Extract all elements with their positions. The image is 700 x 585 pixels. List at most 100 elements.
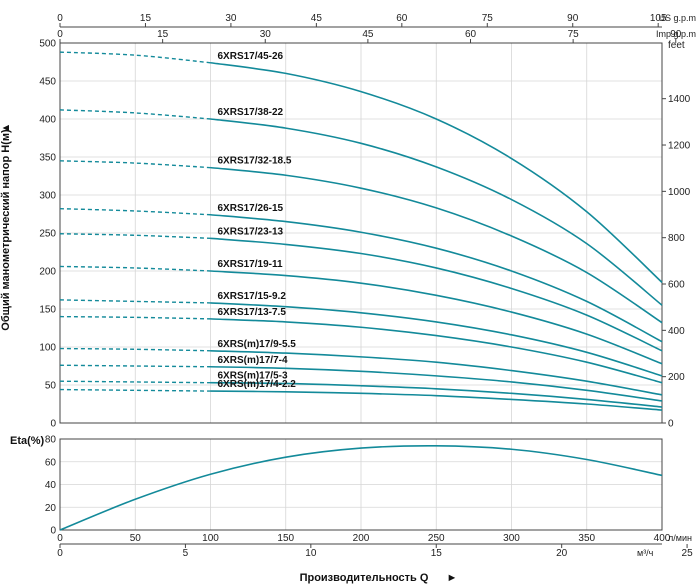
head-curve (210, 213, 663, 343)
imp-gpm-tick-label: 15 (157, 29, 169, 40)
head-plot-frame (59, 42, 663, 424)
head-y-tick-label: 150 (39, 305, 56, 316)
us-gpm-tick-label: 15 (140, 13, 152, 24)
head-y-tick-label: 0 (50, 419, 56, 430)
head-curve (210, 270, 663, 365)
head-curve-dashed-segment (59, 265, 211, 272)
eta-y-tick-label: 80 (45, 435, 57, 446)
head-axis-arrow: ▲ (0, 123, 12, 134)
head-y-tick-label: 200 (39, 267, 56, 278)
us-gpm-tick-label: 45 (311, 13, 323, 24)
flow-lmin-unit-label: л/мин (668, 533, 692, 543)
feet-tick-label: 0 (668, 419, 674, 430)
head-curve (210, 390, 663, 411)
head-curve-label: 6XRS17/38-22 (218, 107, 284, 118)
head-curve-label: 6XRS(m)17/7-4 (218, 355, 288, 366)
flow-m3h-unit-label: м³/ч (637, 548, 654, 558)
feet-axis-label: feet (668, 40, 685, 51)
flow-m3h-tick-label: 5 (183, 548, 189, 559)
flow-lmin-tick-label: 0 (57, 533, 63, 544)
flow-lmin-tick-label: 300 (503, 533, 520, 544)
flow-lmin-tick-label: 250 (428, 533, 445, 544)
us-gpm-tick-label: 30 (225, 13, 237, 24)
efficiency-axis-title: Eta(%) (10, 435, 45, 447)
head-y-tick-label: 250 (39, 229, 56, 240)
head-curve-dashed-segment (59, 207, 211, 216)
head-y-tick-label: 500 (39, 39, 56, 50)
head-curve (210, 166, 663, 324)
flow-m3h-tick-label: 0 (57, 548, 63, 559)
head-curve-dashed-segment (59, 51, 211, 64)
head-curve (210, 237, 663, 352)
flow-lmin-tick-label: 200 (353, 533, 370, 544)
head-curve-dashed-segment (59, 388, 211, 392)
head-curve (210, 365, 663, 402)
head-curve-dashed-segment (59, 380, 211, 384)
eta-y-tick-label: 20 (45, 503, 57, 514)
head-y-tick-label: 400 (39, 115, 56, 126)
feet-tick-label: 400 (668, 326, 685, 337)
us-gpm-tick-label: 0 (57, 13, 63, 24)
head-curve-dashed-segment (59, 160, 211, 169)
head-curve (210, 318, 663, 384)
head-curve-dashed-segment (59, 364, 211, 368)
imp-gpm-unit-label: Imp g.p.m (656, 29, 696, 39)
flow-lmin-tick-label: 150 (277, 533, 294, 544)
head-curve-label: 6XRS(m)17/5-3 (218, 371, 288, 382)
head-curve-dashed-segment (59, 347, 211, 352)
feet-tick-label: 800 (668, 233, 685, 244)
flow-lmin-tick-label: 100 (202, 533, 219, 544)
us-gpm-tick-label: 105 (650, 13, 667, 24)
head-curve-label: 6XRS17/15-9.2 (218, 291, 287, 302)
head-y-tick-label: 100 (39, 343, 56, 354)
head-axis-title: Общий манометрический напор Н(м) (0, 129, 12, 331)
imp-gpm-tick-label: 60 (465, 29, 477, 40)
head-curve-dashed-segment (59, 315, 211, 320)
head-curve-dashed-segment (59, 299, 211, 304)
eta-y-tick-label: 60 (45, 457, 57, 468)
flow-axis-title: Производительность Q (300, 572, 429, 584)
head-curve-label: 6XRS(m)17/9-5.5 (218, 339, 297, 350)
head-y-tick-label: 350 (39, 153, 56, 164)
efficiency-curves (59, 444, 663, 531)
head-curve (210, 302, 663, 377)
head-curve (210, 118, 663, 306)
head-curve-dashed-segment (59, 109, 211, 120)
us-gpm-tick-label: 90 (567, 13, 579, 24)
head-curve-label: 6XRS17/45-26 (218, 51, 284, 62)
us-gpm-unit-label: US g.p.m (658, 13, 696, 23)
flow-m3h-tick-label: 10 (305, 548, 317, 559)
us-gpm-tick-label: 75 (482, 13, 494, 24)
head-curve-label: 6XRS17/19-11 (218, 259, 283, 270)
imp-gpm-tick-label: 75 (568, 29, 580, 40)
imp-gpm-tick-label: 45 (362, 29, 374, 40)
head-curves: 6XRS17/45-26 6XRS17/38-22 6XRS17/32-18.5 6X… (59, 51, 663, 411)
flow-m3h-tick-label: 25 (682, 548, 694, 559)
flow-axis-arrow: ► (447, 572, 458, 584)
imp-gpm-tick-label: 90 (670, 29, 682, 40)
flow-m3h-tick-label: 20 (556, 548, 568, 559)
flow-lmin-tick-label: 350 (578, 533, 595, 544)
imp-gpm-tick-label: 30 (260, 29, 272, 40)
head-curve-label: 6XRS(m)17/4-2.2 (218, 379, 297, 390)
eta-y-tick-label: 0 (50, 526, 56, 537)
feet-tick-label: 1400 (668, 94, 691, 105)
feet-tick-label: 200 (668, 372, 685, 383)
feet-tick-label: 1200 (668, 141, 691, 152)
efficiency-gridlines (60, 439, 663, 530)
head-curve-label: 6XRS17/23-13 (218, 226, 284, 237)
us-gpm-tick-label: 60 (396, 13, 408, 24)
efficiency-curve (59, 444, 663, 531)
feet-tick-label: 600 (668, 280, 685, 291)
head-curve (210, 61, 663, 283)
eta-y-tick-label: 40 (45, 480, 57, 491)
head-curve-label: 6XRS17/13-7.5 (218, 307, 287, 318)
efficiency-plot-frame (59, 438, 663, 531)
head-curve (210, 350, 663, 396)
head-y-tick-label: 50 (45, 381, 57, 392)
flow-lmin-tick-label: 400 (654, 533, 671, 544)
head-curve-label: 6XRS17/26-15 (218, 203, 284, 214)
